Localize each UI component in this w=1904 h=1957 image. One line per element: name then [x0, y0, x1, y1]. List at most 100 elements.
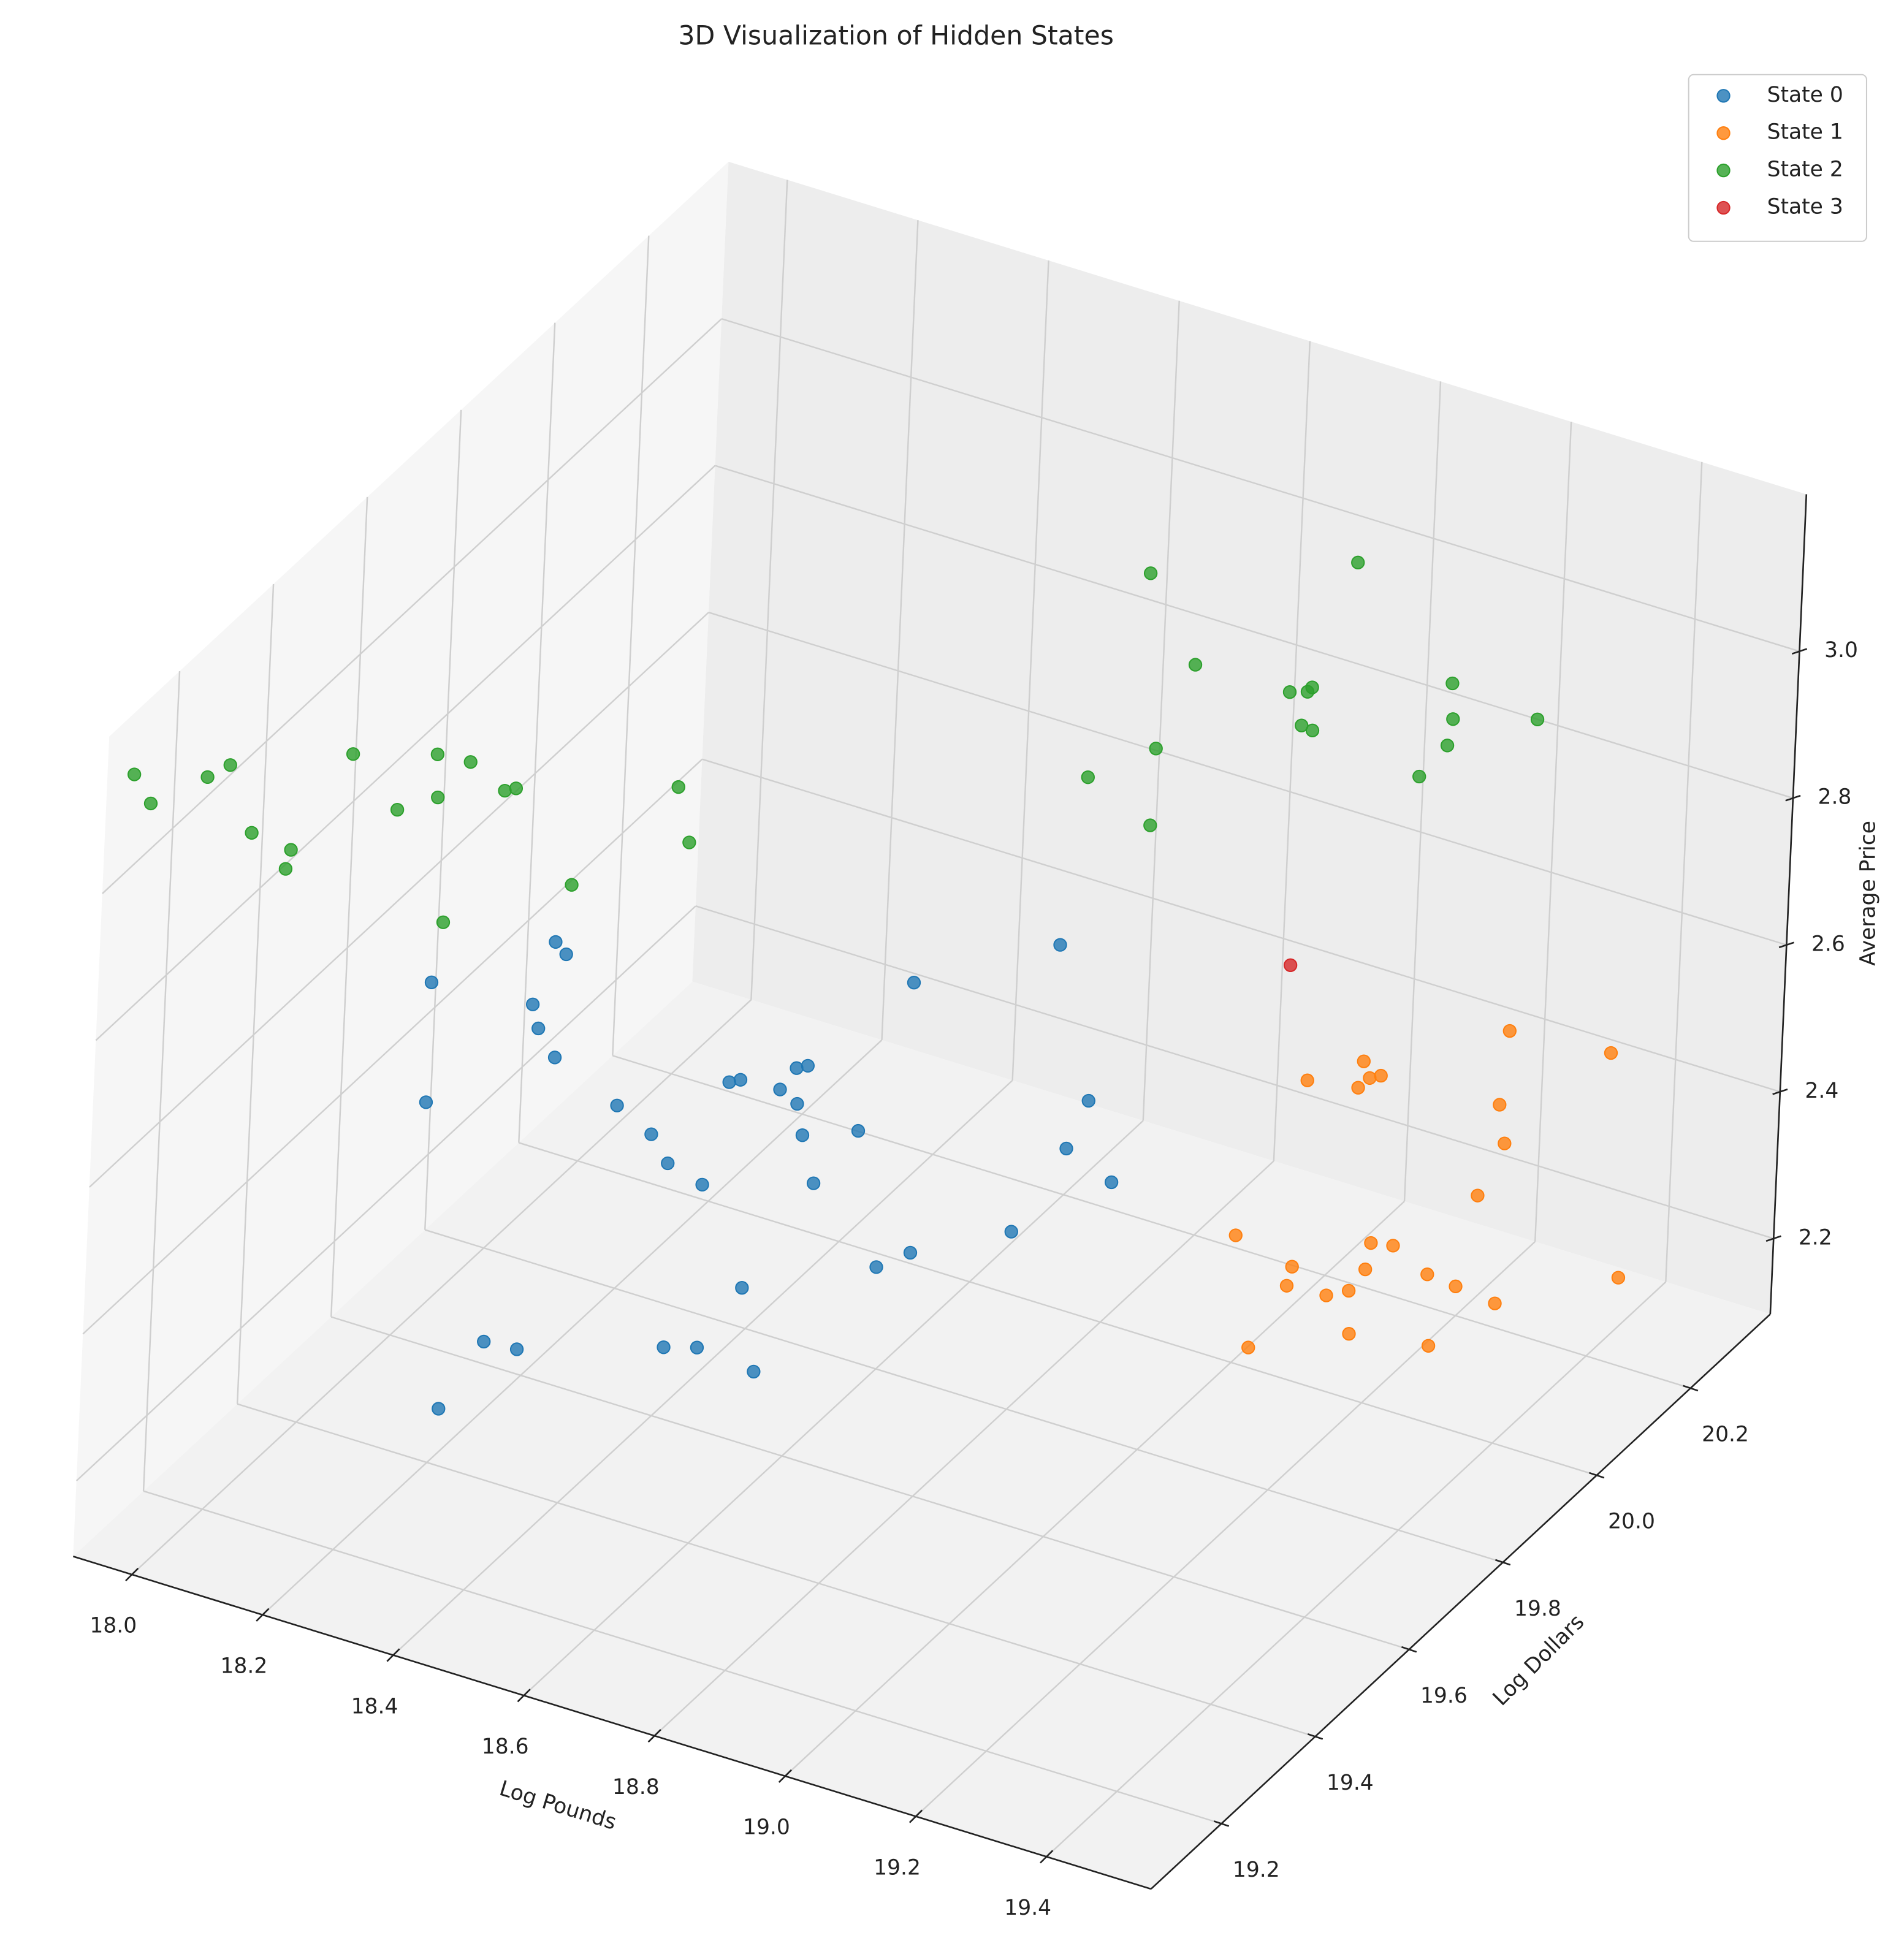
point [1279, 1279, 1294, 1293]
y-tick-label: 19.8 [1514, 1597, 1561, 1621]
grid-line [750, 180, 788, 1000]
point [1502, 1024, 1517, 1038]
point [431, 790, 445, 805]
point [1604, 1046, 1618, 1060]
x-tick [386, 1648, 400, 1662]
legend-box [1688, 74, 1867, 242]
legend-marker [1716, 89, 1731, 103]
x-tick-label: 19.4 [1004, 1896, 1051, 1920]
point [907, 976, 921, 990]
point [1445, 676, 1460, 691]
grid-line [695, 905, 1774, 1239]
z-tick-label: 3.0 [1824, 638, 1858, 663]
point [773, 1082, 787, 1096]
y-tick-label: 20.0 [1608, 1510, 1655, 1534]
y-tick-label: 20.2 [1702, 1423, 1749, 1447]
point [1386, 1239, 1400, 1253]
x-tick [908, 1809, 923, 1823]
z-tick [1765, 1235, 1781, 1242]
grid-line [89, 612, 709, 1188]
grid-line [881, 220, 919, 1040]
grid-line [708, 612, 1787, 946]
point [284, 843, 298, 857]
point [1282, 685, 1297, 699]
point [1283, 958, 1298, 972]
x-tick [778, 1769, 792, 1783]
point [1053, 938, 1067, 952]
grid-line [143, 1490, 1222, 1825]
point [695, 1177, 709, 1192]
point [1188, 658, 1203, 672]
point [610, 1098, 624, 1112]
point [671, 780, 685, 794]
grid-line [721, 317, 1800, 652]
grid-line [518, 1142, 1597, 1476]
grid-line [330, 496, 368, 1317]
point [390, 803, 405, 817]
point [1342, 1327, 1356, 1341]
x-tick-label: 18.6 [482, 1735, 529, 1759]
chart-title: 3D Visualization of Hidden States [678, 20, 1113, 51]
point [903, 1245, 918, 1260]
point [436, 915, 451, 929]
point [1471, 1188, 1485, 1203]
point [657, 1340, 671, 1355]
point [661, 1156, 675, 1171]
point [1449, 1279, 1463, 1293]
point [127, 767, 142, 781]
grid-line [702, 758, 1781, 1093]
y-tick [1589, 1472, 1605, 1479]
z-tick-label: 2.2 [1799, 1225, 1832, 1250]
pane-left [73, 161, 729, 1557]
point [430, 747, 445, 761]
x-tick-label: 19.0 [743, 1815, 790, 1840]
x-tick-label: 18.4 [351, 1694, 398, 1719]
legend-label: State 3 [1767, 194, 1843, 219]
point [790, 1061, 804, 1075]
point [690, 1340, 704, 1355]
point [1149, 742, 1163, 756]
point [509, 1342, 524, 1356]
grid-line [1273, 341, 1311, 1161]
point [498, 783, 512, 798]
z-tick-label: 2.8 [1818, 785, 1852, 810]
x-tick-label: 18.8 [612, 1775, 660, 1799]
point [1420, 1267, 1434, 1282]
z-tick-label: 2.6 [1811, 932, 1845, 956]
x-tick-label: 18.0 [89, 1614, 137, 1638]
grid-line [1142, 300, 1180, 1121]
point [245, 826, 259, 840]
point [1351, 555, 1365, 570]
z-tick [1772, 1088, 1788, 1095]
z-tick [1791, 648, 1808, 655]
point [1498, 1136, 1512, 1150]
pane-back [692, 161, 1807, 1315]
y-tick [1495, 1559, 1511, 1566]
point [1143, 818, 1157, 832]
grid-line [75, 905, 696, 1481]
point [801, 1058, 815, 1073]
point [1104, 1175, 1119, 1190]
point [1081, 1093, 1095, 1108]
legend-label: State 0 [1767, 83, 1843, 107]
y-tick-label: 19.4 [1327, 1771, 1374, 1795]
x-tick-label: 18.2 [220, 1654, 267, 1678]
legend-marker [1716, 163, 1731, 178]
grid-line [392, 1079, 1013, 1656]
point [200, 770, 215, 785]
z-axis-label: Average Price [1856, 821, 1881, 966]
point [549, 935, 563, 949]
point [1143, 566, 1158, 580]
point [223, 758, 237, 772]
y-tick-label: 19.2 [1233, 1858, 1280, 1882]
point [1341, 1283, 1356, 1298]
y-tick [1307, 1733, 1323, 1740]
point [806, 1176, 821, 1190]
legend-marker [1716, 126, 1731, 140]
point [509, 781, 524, 796]
point [419, 1095, 433, 1109]
y-tick-label: 19.6 [1420, 1684, 1468, 1708]
grid-line [424, 409, 462, 1230]
point [1059, 1141, 1073, 1156]
